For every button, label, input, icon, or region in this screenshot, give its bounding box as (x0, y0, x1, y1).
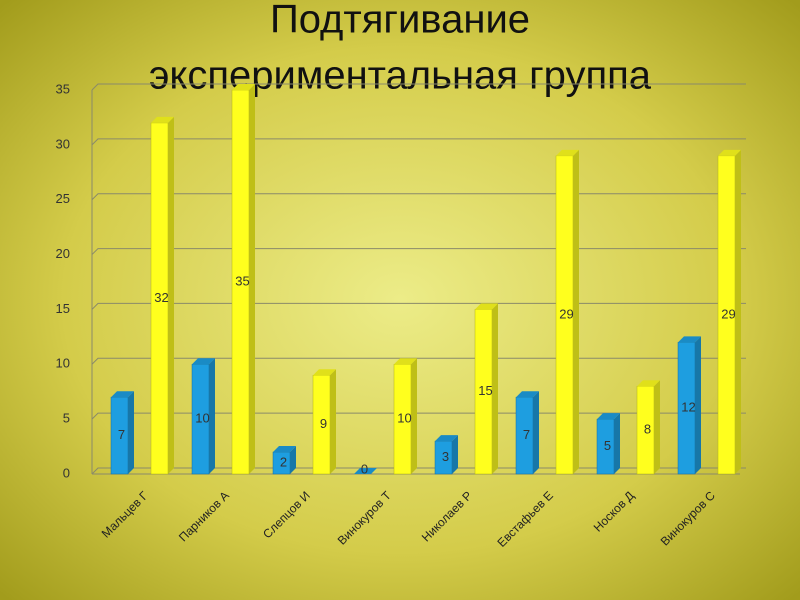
bar-top (354, 468, 377, 474)
bar-top (192, 358, 215, 365)
bar (231, 84, 255, 475)
bar-top (597, 413, 620, 420)
data-label: 0 (361, 461, 368, 476)
bar-side (411, 358, 417, 474)
bar-top (435, 435, 458, 442)
y-tick-label: 5 (63, 411, 70, 426)
bar (717, 149, 741, 475)
grid-line (91, 138, 746, 146)
data-label: 7 (118, 427, 125, 442)
data-label: 12 (681, 400, 695, 415)
data-label: 9 (320, 416, 327, 431)
bar-side (654, 380, 660, 474)
bar-top (151, 116, 174, 123)
bar-side (290, 446, 296, 474)
bar (312, 369, 336, 475)
bar-side (533, 391, 539, 474)
bar-top (556, 149, 579, 156)
grid-line (91, 357, 746, 365)
bar (636, 380, 660, 475)
bar-top (475, 303, 498, 310)
bar-top (111, 391, 134, 398)
grid-line (91, 248, 746, 255)
y-tick-label: 20 (56, 246, 70, 261)
bar (272, 446, 296, 475)
bar-top (273, 446, 296, 453)
data-label: 10 (195, 411, 209, 426)
data-label: 7 (523, 427, 530, 442)
y-tick-label: 30 (56, 136, 70, 151)
bar-side (168, 116, 174, 475)
y-tick-label: 25 (56, 191, 70, 206)
bar (110, 391, 134, 475)
grid-line (91, 302, 746, 310)
bar (354, 468, 377, 474)
data-label: 32 (154, 290, 168, 305)
bar-side (695, 336, 701, 474)
bar (150, 116, 174, 475)
data-label: 3 (442, 449, 449, 464)
bar-top (313, 369, 336, 376)
bar-side (128, 391, 134, 474)
bar-side (330, 369, 336, 474)
y-tick-label: 0 (63, 465, 70, 480)
bar (434, 435, 458, 475)
bar-side (249, 84, 255, 474)
bar (555, 149, 579, 475)
bar-side (452, 435, 458, 474)
bar-top (637, 380, 660, 387)
chart-title: Подтягивание (270, 0, 530, 42)
bar-top (232, 84, 255, 90)
data-label: 15 (478, 383, 492, 398)
bar-side (735, 149, 741, 475)
bar-top (718, 149, 741, 156)
y-tick-label: 10 (56, 356, 70, 371)
bar (474, 303, 498, 475)
grid-line (91, 83, 746, 91)
chart-subtitle: экспериментальная группа (149, 54, 652, 98)
bar-top (394, 358, 417, 365)
bar (677, 336, 701, 475)
bar-top (516, 391, 539, 398)
data-label: 8 (644, 422, 651, 437)
grid-line (91, 193, 746, 201)
data-label: 29 (721, 306, 735, 321)
bar-side (209, 358, 215, 474)
data-label: 5 (604, 438, 611, 453)
data-label: 10 (397, 411, 411, 426)
data-label: 35 (235, 273, 249, 288)
bar (191, 358, 215, 475)
bar-side (573, 149, 579, 475)
y-tick-label: 35 (56, 81, 70, 96)
bar (515, 391, 539, 475)
y-tick-label: 15 (56, 301, 70, 316)
bar-side (492, 303, 498, 474)
bar-side (614, 413, 620, 474)
bar-top (678, 336, 701, 343)
bar (393, 358, 417, 475)
data-label: 2 (280, 454, 287, 469)
data-label: 29 (559, 306, 573, 321)
bar (596, 413, 620, 475)
